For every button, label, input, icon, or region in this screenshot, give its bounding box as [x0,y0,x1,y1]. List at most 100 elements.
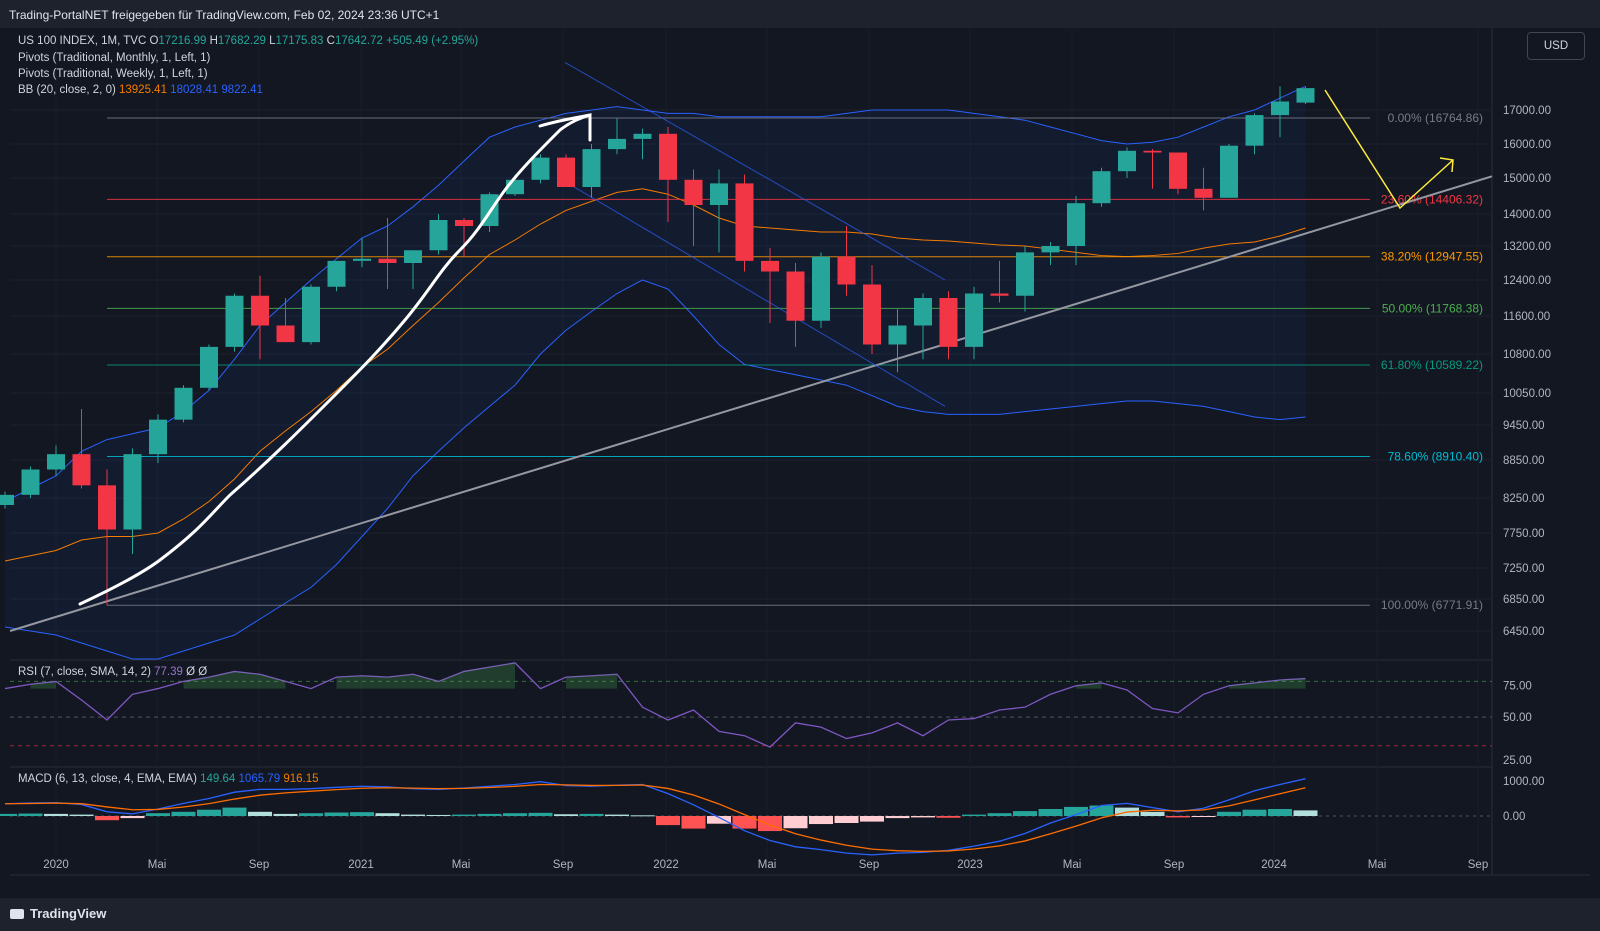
symbol-label: US 100 INDEX, 1M, TVC [18,35,147,47]
time-tick-label: Mai [452,859,471,871]
candle [455,218,473,257]
macd-histogram-bar [69,814,94,816]
candle-body [557,157,575,187]
candle-body [1194,188,1213,198]
candle-body [225,295,244,347]
rsi-tick-label: 75.00 [1503,681,1532,693]
candle-body [1245,115,1264,146]
candle [72,409,91,489]
candle [429,214,448,255]
macd-histogram-bar [324,812,349,816]
close-label: C [326,35,335,47]
pivots-weekly-legend[interactable]: Pivots (Traditional, Weekly, 1, Left, 1) [18,68,208,80]
rsi-overbought-fill [1076,682,1102,689]
rsi-overbought-fill [260,674,286,689]
macd-histogram-bar [350,812,374,816]
macd-histogram-bar [987,813,1012,816]
fib-level-label: 38.20% (12947.55) [1381,250,1483,264]
candle [914,293,932,360]
candle [863,265,881,354]
support-trendline [9,175,1493,632]
macd-histogram-bar [936,816,961,818]
time-tick-label: Sep [1468,859,1488,871]
rsi-overbought-fill [489,662,515,689]
price-tick-label: 6450.00 [1503,626,1545,638]
candle-body [47,454,65,470]
candle-body [1118,150,1136,172]
candle-body [1220,145,1238,198]
candle-body [1041,246,1060,253]
candle [965,286,983,360]
chart-frame [10,28,1590,898]
candle [0,491,14,509]
macd-histogram-bar [605,814,629,816]
price-tick-label: 9450.00 [1503,420,1545,432]
macd-histogram-bar [426,814,451,816]
rsi-legend[interactable]: RSI (7, close, SMA, 14, 2) 77.39 Ø Ø [18,666,207,678]
macd-histogram-bar [1242,809,1267,816]
bb-basis-line [4,188,1306,562]
price-tick-label: 17000.00 [1503,105,1551,117]
candle [684,169,703,246]
pivots-monthly-legend[interactable]: Pivots (Traditional, Monthly, 1, Left, 1… [18,52,211,64]
macd-histogram-bar [962,814,986,816]
candle-body [990,293,1009,296]
candle-body [914,298,932,326]
candle [276,298,295,343]
currency-button[interactable]: USD [1527,32,1585,60]
candle [531,154,550,184]
macd-label: MACD (6, 13, close, 4, EMA, EMA) [18,773,197,785]
macd-tick-label: 0.00 [1503,811,1525,823]
symbol-legend[interactable]: US 100 INDEX, 1M, TVC O17216.99 H17682.2… [18,35,478,47]
channel-upper-line [564,61,946,281]
macd-histogram-bar [477,813,502,816]
candle-body [327,260,346,287]
macd-legend[interactable]: MACD (6, 13, close, 4, EMA, EMA) 149.64 … [18,773,319,785]
fib-level-label: 61.80% (10589.22) [1381,358,1483,372]
high-value: 17682.29 [217,35,266,47]
candle [174,385,193,423]
attribution-bar: Trading-PortalNET freigegeben für Tradin… [0,0,1600,28]
candle-body [98,485,116,530]
price-tick-label: 10050.00 [1503,388,1551,400]
macd-histogram-bar [528,812,553,816]
candle [1143,149,1162,189]
candle [735,174,754,272]
fib-level-label: 100.00% (6771.91) [1381,598,1483,612]
candle [1271,86,1289,138]
rsi-label: RSI (7, close, SMA, 14, 2) [18,666,151,678]
candle-body [200,346,218,388]
candle [98,469,116,606]
candle-body [1067,203,1085,246]
candle-body [1169,152,1187,189]
time-tick-label: Sep [249,859,269,871]
time-tick-label: 2021 [348,859,374,871]
candle-body [863,284,881,345]
bb-legend[interactable]: BB (20, close, 2, 0) 13925.41 18028.41 9… [18,84,263,96]
time-tick-label: Sep [1164,859,1184,871]
candle [123,448,142,554]
bb-upper-value: 18028.41 [170,84,219,96]
open-label: O [149,35,159,47]
price-tick-label: 13200.00 [1503,241,1551,253]
rsi-overbought-fill [30,681,56,689]
rsi-overbought-fill [413,674,439,689]
macd-signal-line [4,783,1306,853]
rsi-tick-label: 25.00 [1503,755,1532,767]
macd-histogram-bar [554,814,578,816]
channel-lower-line [564,181,946,407]
candle [1016,246,1034,312]
macd-histogram-bar [273,813,298,816]
rsi-value: 77.39 [154,666,183,678]
macd-histogram-bar [375,813,400,816]
candle-body [251,295,269,326]
projection-arrow [1324,89,1454,210]
rsi-line [4,662,1306,748]
macd-histogram-bar [758,816,782,832]
attribution-text: Trading-PortalNET freigegeben für Tradin… [9,8,440,22]
macd-histogram-bar [0,813,17,816]
bb-label: BB (20, close, 2, 0) [18,84,116,96]
macd-histogram-bar [44,813,68,816]
candle [327,260,346,292]
